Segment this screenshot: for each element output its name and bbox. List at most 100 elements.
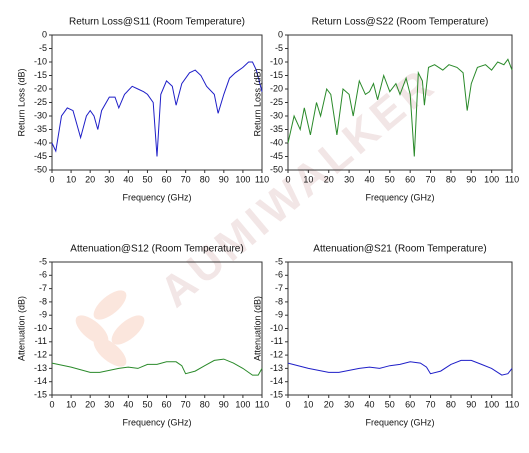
chart-title: Return Loss@S11 (Room Temperature) [69, 17, 245, 28]
x-tick-label: 110 [505, 399, 519, 409]
y-tick-label: -14 [34, 376, 47, 386]
y-tick-label: -45 [34, 151, 47, 161]
x-tick-label: 80 [200, 399, 210, 409]
y-tick-label: -5 [39, 256, 47, 266]
x-tick-label: 20 [85, 399, 95, 409]
x-tick-label: 80 [446, 174, 456, 184]
x-tick-label: 80 [446, 399, 456, 409]
y-tick-label: -12 [34, 349, 47, 359]
watermark-logo [75, 290, 145, 367]
x-tick-label: 60 [405, 174, 415, 184]
y-tick-label: -7 [39, 283, 47, 293]
x-tick-label: 110 [255, 174, 269, 184]
data-line [287, 359, 513, 376]
y-tick-label: -15 [270, 70, 283, 80]
y-tick-label: -30 [34, 110, 47, 120]
y-axis-label: Return Loss (dB) [252, 68, 262, 136]
x-tick-label: 0 [285, 399, 290, 409]
y-tick-label: -14 [270, 376, 283, 386]
y-tick-label: -8 [275, 296, 283, 306]
data-line [51, 358, 263, 376]
x-tick-label: 70 [426, 399, 436, 409]
chart-title: Return Loss@S22 (Room Temperature) [312, 17, 489, 28]
y-tick-label: -25 [270, 97, 283, 107]
x-tick-label: 20 [324, 174, 334, 184]
y-tick-label: -35 [270, 124, 283, 134]
y-tick-label: -7 [275, 283, 283, 293]
y-tick-label: -10 [270, 56, 283, 66]
x-tick-label: 50 [385, 174, 395, 184]
y-tick-label: -9 [39, 310, 47, 320]
y-tick-label: -11 [35, 336, 47, 346]
y-tick-label: -10 [270, 323, 283, 333]
x-tick-label: 50 [385, 399, 395, 409]
x-tick-label: 10 [303, 174, 313, 184]
y-tick-label: -5 [275, 43, 283, 53]
x-tick-label: 40 [123, 399, 133, 409]
y-tick-label: -35 [34, 124, 47, 134]
x-tick-label: 90 [219, 399, 229, 409]
x-tick-label: 70 [181, 399, 191, 409]
chart-title: Attenuation@S12 (Room Temperature) [70, 244, 243, 255]
x-tick-label: 30 [104, 174, 114, 184]
x-tick-label: 100 [484, 399, 499, 409]
x-tick-label: 10 [66, 399, 76, 409]
y-tick-label: -40 [270, 137, 283, 147]
y-tick-label: -30 [270, 110, 283, 120]
y-tick-label: -6 [275, 270, 283, 280]
y-tick-label: -5 [275, 256, 283, 266]
x-tick-label: 10 [303, 399, 313, 409]
y-tick-label: 0 [278, 29, 283, 39]
y-tick-label: -20 [270, 83, 283, 93]
y-tick-label: -11 [271, 336, 283, 346]
y-tick-label: -40 [34, 137, 47, 147]
y-tick-label: -15 [34, 70, 47, 80]
y-tick-label: -13 [34, 363, 47, 373]
y-tick-label: -13 [270, 363, 283, 373]
x-tick-label: 30 [344, 399, 354, 409]
x-tick-label: 80 [200, 174, 210, 184]
x-tick-label: 50 [142, 174, 152, 184]
x-tick-label: 10 [66, 174, 76, 184]
y-tick-label: -12 [270, 349, 283, 359]
x-tick-label: 30 [344, 174, 354, 184]
y-tick-label: -15 [34, 389, 47, 399]
plot-frame [287, 261, 513, 396]
x-tick-label: 110 [505, 174, 519, 184]
x-tick-label: 40 [364, 174, 374, 184]
x-axis-label: Frequency (GHz) [122, 192, 191, 202]
x-tick-label: 100 [484, 174, 499, 184]
y-axis-label: Return Loss (dB) [16, 68, 26, 136]
y-tick-label: -9 [275, 310, 283, 320]
x-tick-label: 100 [235, 399, 250, 409]
y-tick-label: -6 [39, 270, 47, 280]
y-tick-label: -50 [270, 164, 283, 174]
y-tick-label: -10 [34, 56, 47, 66]
y-tick-label: -25 [34, 97, 47, 107]
x-tick-label: 30 [104, 399, 114, 409]
y-tick-label: -15 [270, 389, 283, 399]
x-axis-label: Frequency (GHz) [365, 417, 434, 427]
x-axis-label: Frequency (GHz) [365, 192, 434, 202]
x-tick-label: 90 [219, 174, 229, 184]
x-tick-label: 60 [162, 399, 172, 409]
y-tick-label: -45 [270, 151, 283, 161]
y-tick-label: -8 [39, 296, 47, 306]
x-tick-label: 0 [285, 174, 290, 184]
data-line [287, 58, 513, 157]
y-tick-label: 0 [42, 29, 47, 39]
y-tick-label: -10 [34, 323, 47, 333]
x-tick-label: 100 [235, 174, 250, 184]
x-tick-label: 70 [426, 174, 436, 184]
x-tick-label: 70 [181, 174, 191, 184]
y-tick-label: -5 [39, 43, 47, 53]
chart-title: Attenuation@S21 (Room Temperature) [313, 244, 486, 255]
y-tick-label: -50 [34, 164, 47, 174]
watermark: AUMIWALKER [151, 59, 445, 317]
y-tick-label: -20 [34, 83, 47, 93]
y-axis-label: Attenuation (dB) [16, 296, 26, 361]
x-tick-label: 110 [255, 399, 269, 409]
x-axis-label: Frequency (GHz) [122, 417, 191, 427]
x-tick-label: 40 [123, 174, 133, 184]
